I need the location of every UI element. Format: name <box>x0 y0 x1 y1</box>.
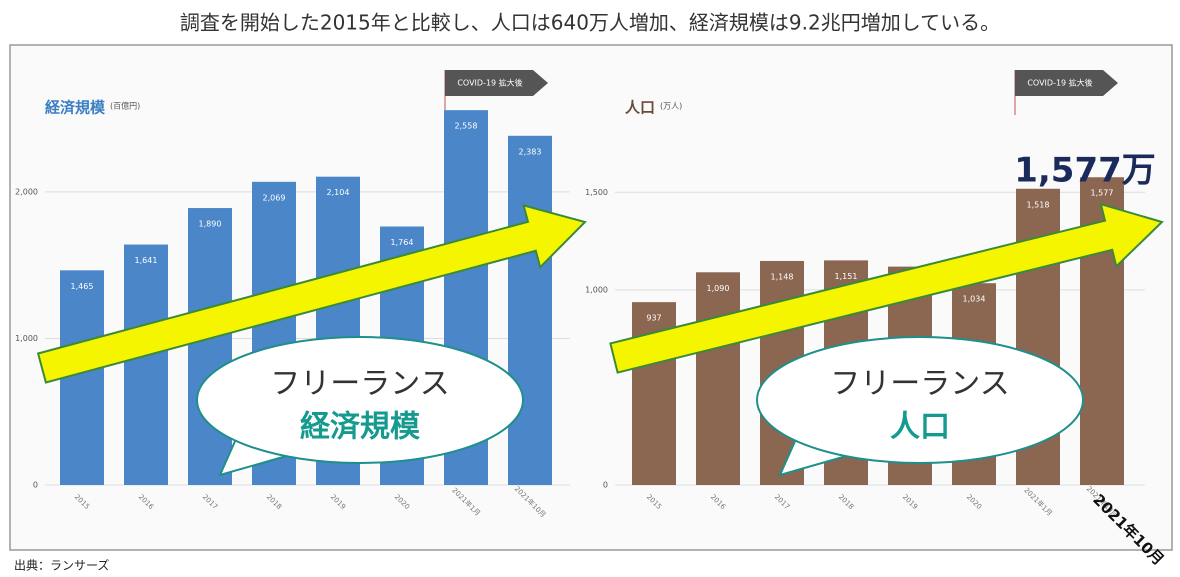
value-label: 2,104 <box>327 188 350 197</box>
annotation: COVID-19 拡大後 <box>1027 78 1092 88</box>
value-label: 1,641 <box>135 256 158 265</box>
annotation-arrow <box>1015 70 1118 96</box>
trend-arrow <box>36 203 587 384</box>
annotation-arrow <box>445 70 548 96</box>
value-label: 2,383 <box>519 147 542 156</box>
value-label: 1,465 <box>71 282 94 291</box>
callout-line: 経済規模 <box>300 410 420 445</box>
value-label: 1,034 <box>963 295 986 304</box>
value-label: 1,148 <box>771 272 794 281</box>
callout-line: フリーランス <box>270 367 449 402</box>
y-tick-label: 0 <box>33 481 38 490</box>
y-tick-label: 2,000 <box>15 187 38 196</box>
bar <box>124 244 168 485</box>
bar <box>188 208 232 486</box>
value-label: 2,558 <box>455 122 478 131</box>
chart-title: 人口 <box>625 99 655 117</box>
value-label: 1,577 <box>1091 189 1114 198</box>
chart-title: 経済規模 <box>45 99 106 117</box>
unit-label: (万人) <box>660 102 682 111</box>
bar <box>696 272 740 485</box>
trend-arrow <box>609 202 1164 374</box>
frame <box>9 44 1173 551</box>
callout-line: フリーランス <box>830 367 1009 402</box>
value-label: 1,518 <box>1027 200 1050 209</box>
callout-bubble <box>196 336 524 464</box>
y-tick-label: 1,500 <box>585 188 608 197</box>
value-label: 1,890 <box>199 220 222 229</box>
bar <box>508 135 552 486</box>
unit-label: (百億円) <box>110 101 140 111</box>
callout-bubble <box>756 336 1084 464</box>
value-label: 2,069 <box>263 193 286 202</box>
value-label: 1,090 <box>707 284 730 293</box>
highlight: 1,577万 <box>1014 151 1156 191</box>
annotation: COVID-19 拡大後 <box>457 78 522 88</box>
y-tick-label: 1,000 <box>15 334 38 343</box>
page-title: 調査を開始した2015年と比較し、人口は640万人増加、経済規模は9.2兆円増加… <box>180 11 1000 35</box>
value-label: 1,764 <box>391 238 414 247</box>
value-label: 937 <box>646 314 661 323</box>
y-tick-label: 1,000 <box>585 285 608 294</box>
value-label: 1,151 <box>835 272 858 281</box>
y-tick-label: 0 <box>603 481 608 490</box>
source: 出典：ランサーズ <box>14 558 109 573</box>
callout-line: 人口 <box>890 410 950 445</box>
